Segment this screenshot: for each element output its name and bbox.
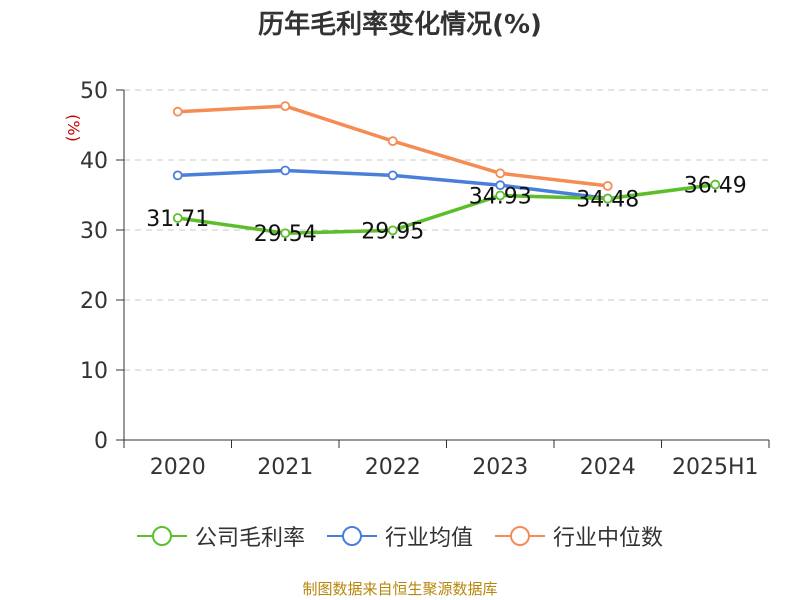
data-point [602,193,613,204]
data-point [387,170,398,181]
data-point [387,225,398,236]
y-tick-label: 40 [80,149,108,174]
y-tick-label: 50 [80,79,108,104]
data-point [495,168,506,179]
y-tick-label: 0 [94,429,108,454]
data-point [280,228,291,239]
data-point [602,180,613,191]
x-tick-label: 2022 [365,455,421,480]
x-tick-label: 2024 [580,455,636,480]
axes: 0 10 20 30 40 50 2020 2021 2022 2023 2024 2025H1 (%) [64,79,770,480]
legend-label: 公司毛利率 [194,526,305,551]
data-point [387,136,398,147]
data-point [172,106,183,117]
y-tick-label: 20 [80,289,108,314]
x-tick-label: 2021 [257,455,313,480]
legend-item: 行业中位数 [495,520,663,552]
gridlines [124,89,769,371]
legend-marker-icon [136,526,187,546]
series-lines [172,101,721,239]
data-point [172,170,183,181]
x-tick-label: 2020 [150,455,206,480]
data-label: 29.95 [361,219,424,244]
x-tick-label: 2023 [472,455,528,480]
data-point [495,190,506,201]
x-tick-label: 2025H1 [672,455,759,480]
data-label: 29.54 [254,222,317,247]
y-tick-label: 10 [80,359,108,384]
legend-item: 行业均值 [326,520,473,552]
legend-item: 公司毛利率 [136,520,305,552]
data-label: 34.48 [576,188,639,213]
data-point [172,213,183,223]
data-point [710,179,721,190]
y-tick-label: 30 [80,219,108,244]
data-label: 36.49 [684,174,747,199]
legend-marker-icon [495,526,545,546]
y-axis-label: (%) [64,114,83,142]
data-point [280,165,291,176]
source-note: 制图数据来自恒生聚源数据库 [302,580,498,598]
legend-label: 行业均值 [384,526,473,551]
data-label: 34.93 [469,184,532,209]
chart-title: 历年毛利率变化情况(%) [258,10,542,40]
data-label: 31.71 [146,207,209,232]
data-labels: 31.71 29.54 29.95 34.93 34.48 36.49 [146,174,746,248]
legend: 公司毛利率 行业均值 行业中位数 [0,518,800,554]
legend-marker-icon [326,526,377,546]
series-line [177,182,716,235]
legend-label: 行业中位数 [553,526,664,551]
data-point [495,180,506,191]
data-point [280,101,291,111]
